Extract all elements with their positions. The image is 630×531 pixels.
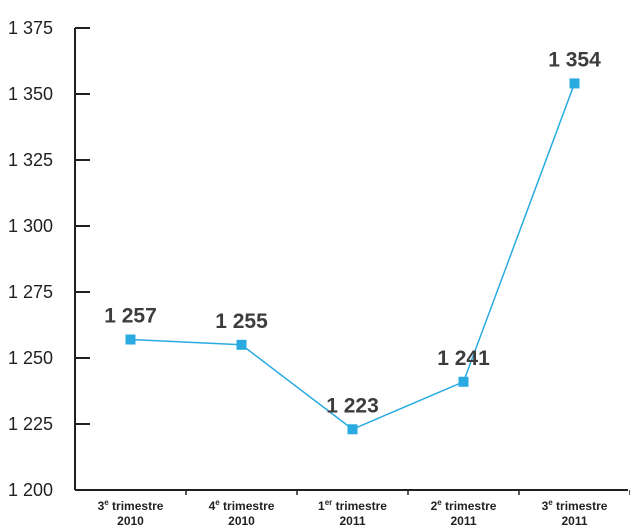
x-tick-label: 4e trimestre: [209, 498, 275, 513]
y-tick-label: 1 275: [8, 282, 53, 302]
y-tick-label: 1 250: [8, 348, 53, 368]
data-point: [236, 339, 247, 350]
x-tick-label: 3e trimestre: [98, 498, 164, 513]
x-tick-label-year: 2010: [117, 514, 144, 528]
data-label: 1 223: [326, 394, 379, 417]
y-tick-label: 1 375: [8, 18, 53, 38]
data-label: 1 241: [437, 347, 490, 370]
data-point: [125, 334, 136, 345]
data-point: [458, 376, 469, 387]
data-label: 1 255: [215, 310, 268, 333]
x-tick-label: 1er trimestre: [318, 498, 387, 513]
x-tick-label: 3e trimestre: [542, 498, 608, 513]
x-tick-label: 2e trimestre: [431, 498, 497, 513]
x-tick-label-year: 2011: [561, 514, 587, 528]
x-tick-label-year: 2011: [339, 514, 365, 528]
data-label: 1 354: [548, 48, 601, 71]
x-tick-label-year: 2011: [450, 514, 476, 528]
y-tick-label: 1 325: [8, 150, 53, 170]
y-tick-label: 1 300: [8, 216, 53, 236]
y-tick-label: 1 225: [8, 414, 53, 434]
data-point: [347, 424, 358, 435]
y-tick-label: 1 200: [8, 480, 53, 500]
data-point: [569, 78, 580, 89]
y-tick-label: 1 350: [8, 84, 53, 104]
x-tick-label-year: 2010: [228, 514, 255, 528]
data-label: 1 257: [104, 305, 157, 328]
series-line: [130, 83, 576, 431]
